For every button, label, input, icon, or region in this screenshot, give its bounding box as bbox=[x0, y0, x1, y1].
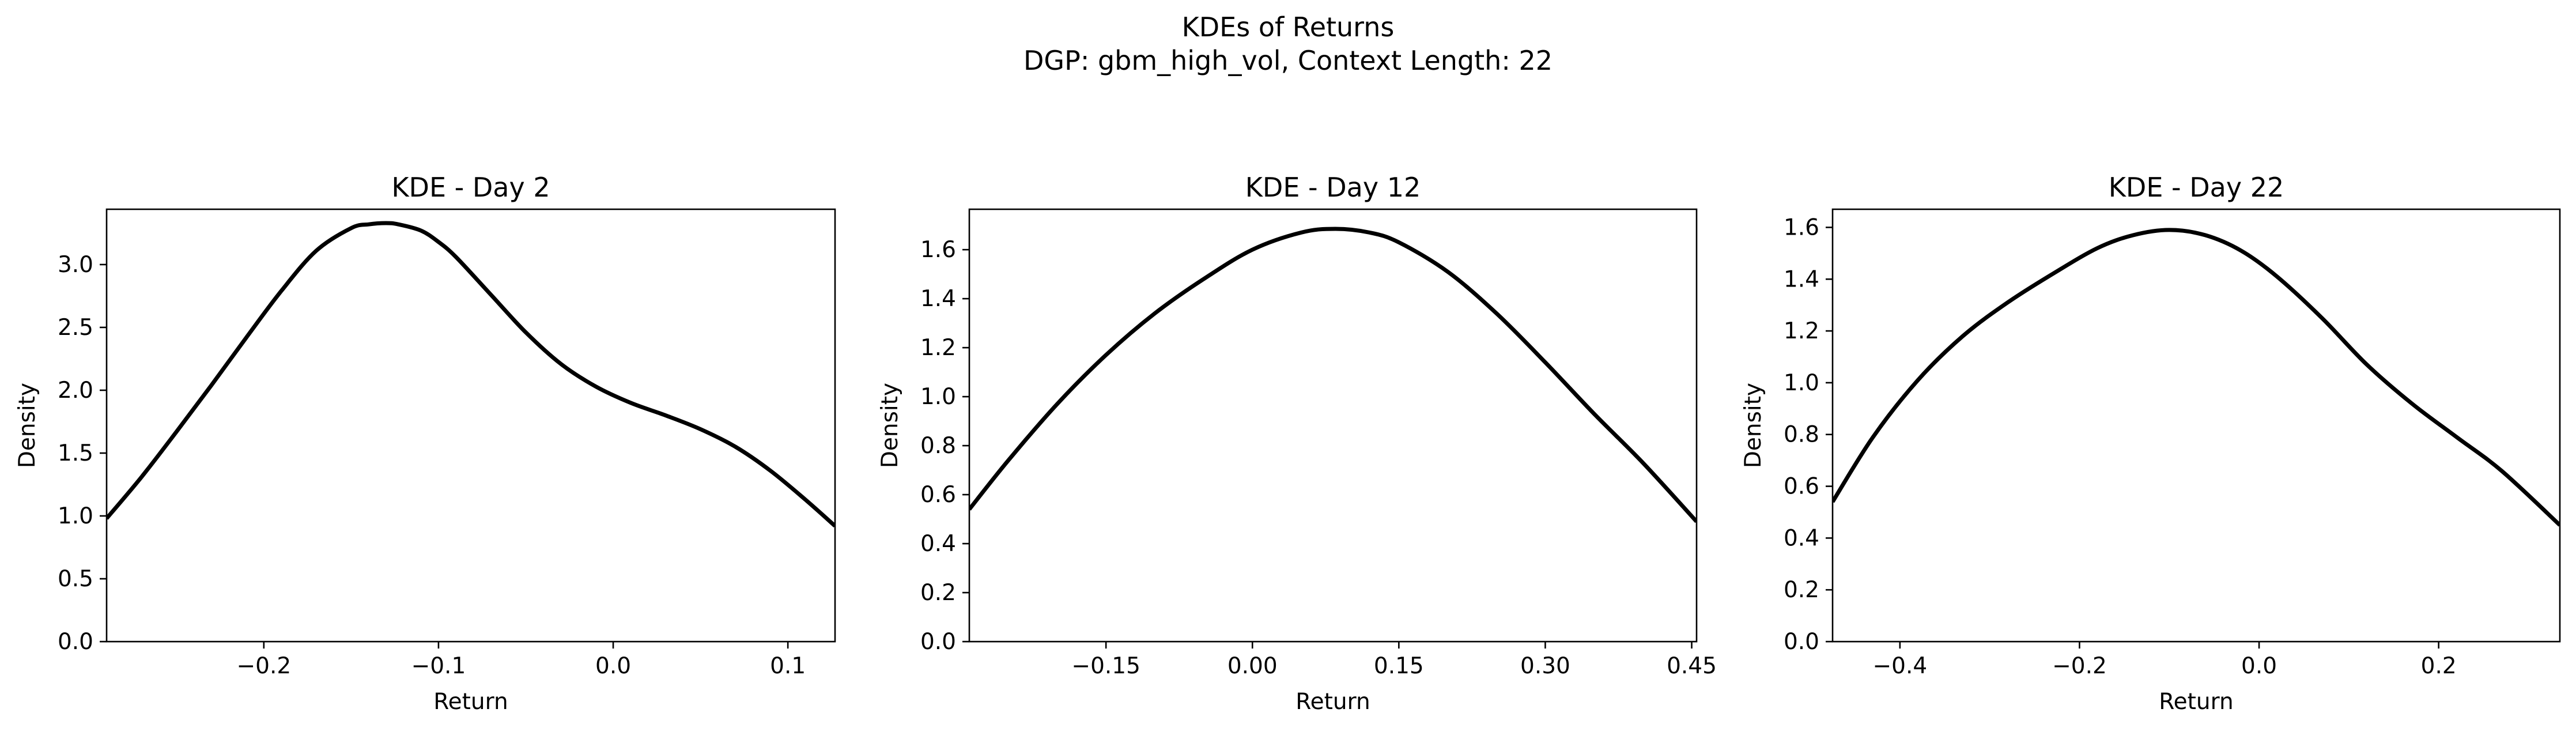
x-tick-label: −0.2 bbox=[236, 653, 291, 679]
y-tick-label: 2.0 bbox=[58, 378, 93, 404]
y-axis-label: Density bbox=[1740, 383, 1766, 468]
y-tick-label: 0.2 bbox=[1784, 577, 1819, 603]
x-tick-label: −0.2 bbox=[2052, 653, 2107, 679]
y-tick-label: 1.0 bbox=[920, 384, 956, 410]
y-tick-label: 1.0 bbox=[1784, 370, 1819, 396]
subplot-title: KDE - Day 2 bbox=[391, 172, 550, 203]
x-tick-label: 0.0 bbox=[2241, 653, 2277, 679]
y-tick-label: 0.4 bbox=[920, 531, 956, 557]
x-axis-label: Return bbox=[2159, 689, 2233, 715]
figure-title-line1: KDEs of Returns bbox=[1182, 12, 1395, 43]
y-tick-label: 0.2 bbox=[920, 580, 956, 606]
y-tick-label: 1.5 bbox=[58, 440, 93, 466]
figure-title-line2: DGP: gbm_high_vol, Context Length: 22 bbox=[1023, 45, 1553, 76]
y-tick-label: 1.4 bbox=[920, 286, 956, 312]
x-tick-label: 0.15 bbox=[1374, 653, 1424, 679]
y-tick-label: 0.0 bbox=[1784, 629, 1819, 655]
y-tick-label: 1.0 bbox=[58, 503, 93, 529]
subplot-2: −0.15 0.00 0.15 0.30 0.45 0.0 0.2 0.4 0.6 0.8 1.0 1… bbox=[877, 172, 1717, 715]
kde-line-subplot-2 bbox=[969, 227, 1697, 523]
y-tick-label: 0.5 bbox=[58, 566, 93, 592]
axes-frame-subplot-3 bbox=[1831, 208, 2561, 643]
subplot-title: KDE - Day 12 bbox=[1245, 172, 1421, 203]
y-tick-label: 1.6 bbox=[920, 237, 956, 263]
y-tick-label: 1.2 bbox=[920, 335, 956, 361]
y-tick-label: 1.6 bbox=[1784, 214, 1819, 240]
y-tick-label: 0.4 bbox=[1784, 525, 1819, 551]
y-tick-label: 0.6 bbox=[920, 482, 956, 508]
x-tick-label: −0.1 bbox=[411, 653, 466, 679]
y-tick-label: 0.8 bbox=[920, 433, 956, 459]
axes-frame-subplot-2 bbox=[968, 208, 1698, 643]
y-tick-label: 1.2 bbox=[1784, 318, 1819, 344]
x-tick-label: 0.45 bbox=[1667, 653, 1717, 679]
x-axis-label: Return bbox=[433, 689, 508, 715]
subplot-3: −0.4 −0.2 0.0 0.2 0.0 0.2 0.4 0.6 0.8 1.0 1.2 1.4 1.… bbox=[1740, 172, 2561, 715]
axes-frame-subplot-1 bbox=[105, 208, 836, 643]
x-axis-label: Return bbox=[1295, 689, 1370, 715]
subplot-1: −0.2 −0.1 0.0 0.1 0.0 0.5 1.0 1.5 2.0 2.5 3.0 KDE -… bbox=[14, 172, 836, 715]
x-tick-label: 0.2 bbox=[2421, 653, 2457, 679]
y-axis-label: Density bbox=[877, 383, 903, 468]
y-tick-label: 0.6 bbox=[1784, 474, 1819, 500]
y-tick-label: 0.8 bbox=[1784, 422, 1819, 448]
x-tick-label: 0.30 bbox=[1520, 653, 1570, 679]
y-tick-label: 3.0 bbox=[58, 252, 93, 278]
y-tick-label: 0.0 bbox=[58, 629, 93, 655]
x-tick-label: 0.1 bbox=[770, 653, 806, 679]
subplot-panels: −0.2 −0.1 0.0 0.1 0.0 0.5 1.0 1.5 2.0 2.5 3.0 KDE -… bbox=[14, 172, 2561, 715]
y-axis-label: Density bbox=[14, 383, 40, 468]
y-tick-label: 1.4 bbox=[1784, 266, 1819, 292]
x-tick-label: 0.00 bbox=[1227, 653, 1278, 679]
y-tick-label: 0.0 bbox=[920, 629, 956, 655]
x-tick-label: −0.4 bbox=[1873, 653, 1928, 679]
x-tick-label: 0.0 bbox=[595, 653, 631, 679]
y-tick-label: 2.5 bbox=[58, 315, 93, 341]
kde-line-subplot-3 bbox=[1833, 228, 2560, 527]
kde-line-subplot-1 bbox=[107, 221, 835, 528]
subplot-title: KDE - Day 22 bbox=[2109, 172, 2284, 203]
x-tick-label: −0.15 bbox=[1071, 653, 1140, 679]
